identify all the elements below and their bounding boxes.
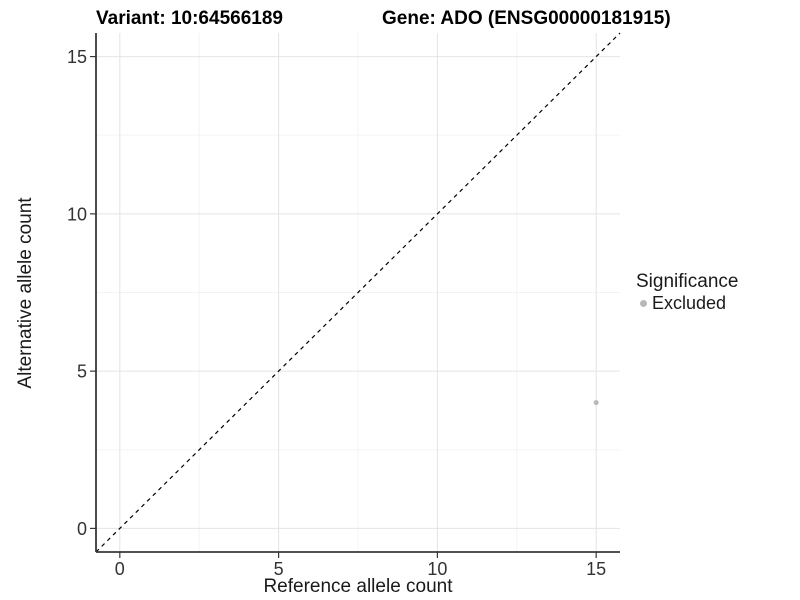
data-points-layer bbox=[593, 400, 599, 406]
legend-point-icon bbox=[640, 300, 647, 307]
legend-item-excluded: Excluded bbox=[636, 294, 738, 313]
y-tick-label: 5 bbox=[77, 362, 87, 382]
y-tick-label: 10 bbox=[67, 204, 87, 224]
x-tick-label: 5 bbox=[274, 559, 284, 579]
identity-line bbox=[95, 32, 621, 553]
legend-title: Significance bbox=[636, 271, 739, 292]
x-tick-label: 0 bbox=[115, 559, 125, 579]
x-tick-label: 10 bbox=[427, 559, 447, 579]
data-point bbox=[593, 400, 599, 406]
legend-item-label: Excluded bbox=[652, 293, 727, 313]
gridlines bbox=[96, 33, 620, 552]
y-axis-title: Alternative allele count bbox=[15, 197, 36, 389]
y-tick-label: 15 bbox=[67, 47, 87, 67]
plot-title-gene: Gene: ADO (ENSG00000181915) bbox=[382, 8, 671, 29]
x-tick-label: 15 bbox=[586, 559, 606, 579]
y-tick-label: 0 bbox=[77, 519, 87, 539]
identity-line-layer bbox=[95, 32, 621, 553]
legend: Significance Excluded bbox=[636, 271, 738, 313]
x-axis-title: Reference allele count bbox=[263, 576, 453, 597]
axes: 0 5 10 15 0 5 10 15 bbox=[67, 33, 620, 579]
plot-title-variant: Variant: 10:64566189 bbox=[96, 8, 283, 29]
